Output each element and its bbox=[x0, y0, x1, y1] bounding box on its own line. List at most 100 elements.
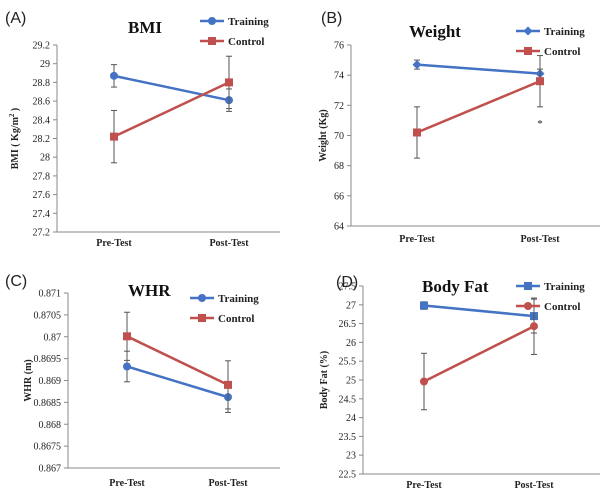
y-tick-label: 28.8 bbox=[33, 78, 51, 89]
data-point bbox=[225, 78, 233, 87]
legend-item: Training bbox=[190, 293, 259, 305]
y-tick-label: 76 bbox=[334, 41, 344, 52]
legend-marker bbox=[524, 282, 532, 290]
y-tick-label: 25.5 bbox=[339, 357, 357, 368]
legend-marker bbox=[198, 294, 206, 302]
y-tick-label: 24.5 bbox=[339, 394, 357, 405]
y-tick-label: 28 bbox=[40, 153, 50, 164]
legend-marker bbox=[208, 17, 216, 25]
y-tick-label: 27.5 bbox=[339, 282, 357, 293]
panel-letter: (D) bbox=[336, 274, 358, 291]
data-point bbox=[536, 77, 544, 86]
legend-marker bbox=[198, 314, 206, 322]
legend-item: Control bbox=[190, 313, 254, 325]
series-control bbox=[110, 55, 233, 164]
y-tick-label: 74 bbox=[334, 71, 344, 82]
data-point bbox=[224, 380, 232, 389]
y-tick-label: 66 bbox=[334, 191, 344, 202]
legend-marker bbox=[208, 37, 216, 45]
y-tick-label: 29.2 bbox=[33, 41, 51, 52]
y-tick-label: 0.87 bbox=[44, 332, 62, 343]
y-tick-label: 28.2 bbox=[33, 134, 51, 145]
y-tick-label: 68 bbox=[334, 161, 344, 172]
chart-title: Weight bbox=[409, 22, 461, 41]
y-tick-label: 27 bbox=[346, 300, 356, 311]
series-training bbox=[412, 59, 545, 79]
legend-item: Training bbox=[200, 16, 269, 28]
x-tick-label: Pre-Test bbox=[406, 480, 442, 491]
legend-marker bbox=[524, 302, 532, 310]
legend-label: Control bbox=[544, 301, 580, 313]
data-point bbox=[110, 132, 118, 141]
series-line bbox=[423, 304, 535, 318]
data-point bbox=[530, 322, 538, 331]
y-tick-label: 70 bbox=[334, 131, 344, 142]
y-tick-label: 0.871 bbox=[39, 289, 62, 300]
y-tick-label: 27.4 bbox=[33, 209, 51, 220]
series-line bbox=[126, 365, 229, 399]
x-tick-label: Post-Test bbox=[208, 478, 248, 489]
data-point bbox=[123, 332, 131, 341]
legend-item: Control bbox=[516, 301, 580, 313]
x-tick-label: Post-Test bbox=[209, 238, 249, 249]
series-training bbox=[420, 298, 538, 334]
legend-label: Training bbox=[218, 293, 259, 305]
data-point bbox=[110, 71, 118, 80]
legend-item: Control bbox=[516, 46, 580, 58]
legend-item: Training bbox=[516, 26, 585, 38]
y-tick-label: 26.5 bbox=[339, 319, 357, 330]
legend-label: Training bbox=[544, 26, 585, 38]
series-line bbox=[113, 74, 230, 102]
y-tick-label: 23.5 bbox=[339, 432, 357, 443]
y-tick-label: 27.8 bbox=[33, 171, 51, 182]
series-line bbox=[126, 335, 229, 387]
series-control bbox=[123, 311, 232, 410]
y-tick-label: 0.8685 bbox=[34, 398, 62, 409]
series-control bbox=[420, 297, 538, 411]
y-tick-label: 26 bbox=[346, 338, 356, 349]
y-tick-label: 24 bbox=[346, 413, 356, 424]
panel-letter: (B) bbox=[321, 10, 342, 27]
y-tick-label: 0.8675 bbox=[34, 442, 62, 453]
x-tick-label: Post-Test bbox=[520, 234, 560, 245]
legend-marker bbox=[524, 47, 532, 55]
chart-title: BMI bbox=[128, 18, 162, 37]
chart-body-fat: (D) Body Fat 22.5 23 23.5 24 24.5 25 25.5 26 26.5 2… bbox=[319, 274, 600, 491]
y-tick-label: 25 bbox=[346, 376, 356, 387]
x-tick-label: Post-Test bbox=[514, 480, 554, 491]
legend-item: Training bbox=[516, 281, 585, 293]
y-tick-label: 29 bbox=[40, 59, 50, 70]
y-tick-label: 22.5 bbox=[339, 470, 357, 481]
data-point bbox=[123, 362, 131, 371]
data-point bbox=[420, 301, 428, 310]
chart-title: Body Fat bbox=[422, 277, 489, 296]
series-line bbox=[416, 80, 541, 134]
y-axis-label: BMI ( Kg/m2 ) bbox=[8, 108, 21, 170]
series-line bbox=[416, 63, 541, 75]
series-line bbox=[113, 81, 230, 138]
y-axis-label: Weight (Kg) bbox=[318, 109, 329, 162]
legend-label: Training bbox=[228, 16, 269, 28]
panel-letter: (A) bbox=[5, 10, 26, 27]
y-tick-label: 64 bbox=[334, 222, 344, 233]
x-tick-label: Pre-Test bbox=[399, 234, 435, 245]
x-tick-label: Pre-Test bbox=[96, 238, 132, 249]
y-tick-label: 0.867 bbox=[39, 464, 62, 475]
legend-label: Control bbox=[218, 313, 254, 325]
y-axis-label: Body Fat (%) bbox=[319, 351, 330, 409]
chart-whr: (C) WHR 0.867 0.8675 0.868 0.8685 0.869 0.8695 0… bbox=[5, 273, 280, 489]
legend-label: Control bbox=[544, 46, 580, 58]
y-tick-label: 27.6 bbox=[33, 190, 51, 201]
y-tick-label: 28.6 bbox=[33, 97, 51, 108]
chart-weight: (B) Weight 64 66 68 70 72 74 76 Pre-Test Post-Test… bbox=[318, 10, 600, 245]
significance-marker: * bbox=[537, 118, 543, 130]
series-line bbox=[423, 325, 535, 383]
y-tick-label: 27.2 bbox=[33, 228, 51, 239]
data-point bbox=[413, 128, 421, 137]
data-point bbox=[420, 377, 428, 386]
y-tick-label: 72 bbox=[334, 101, 344, 112]
y-tick-label: 0.8705 bbox=[34, 310, 62, 321]
chart-title: WHR bbox=[128, 281, 171, 300]
panel-letter: (C) bbox=[5, 273, 27, 290]
